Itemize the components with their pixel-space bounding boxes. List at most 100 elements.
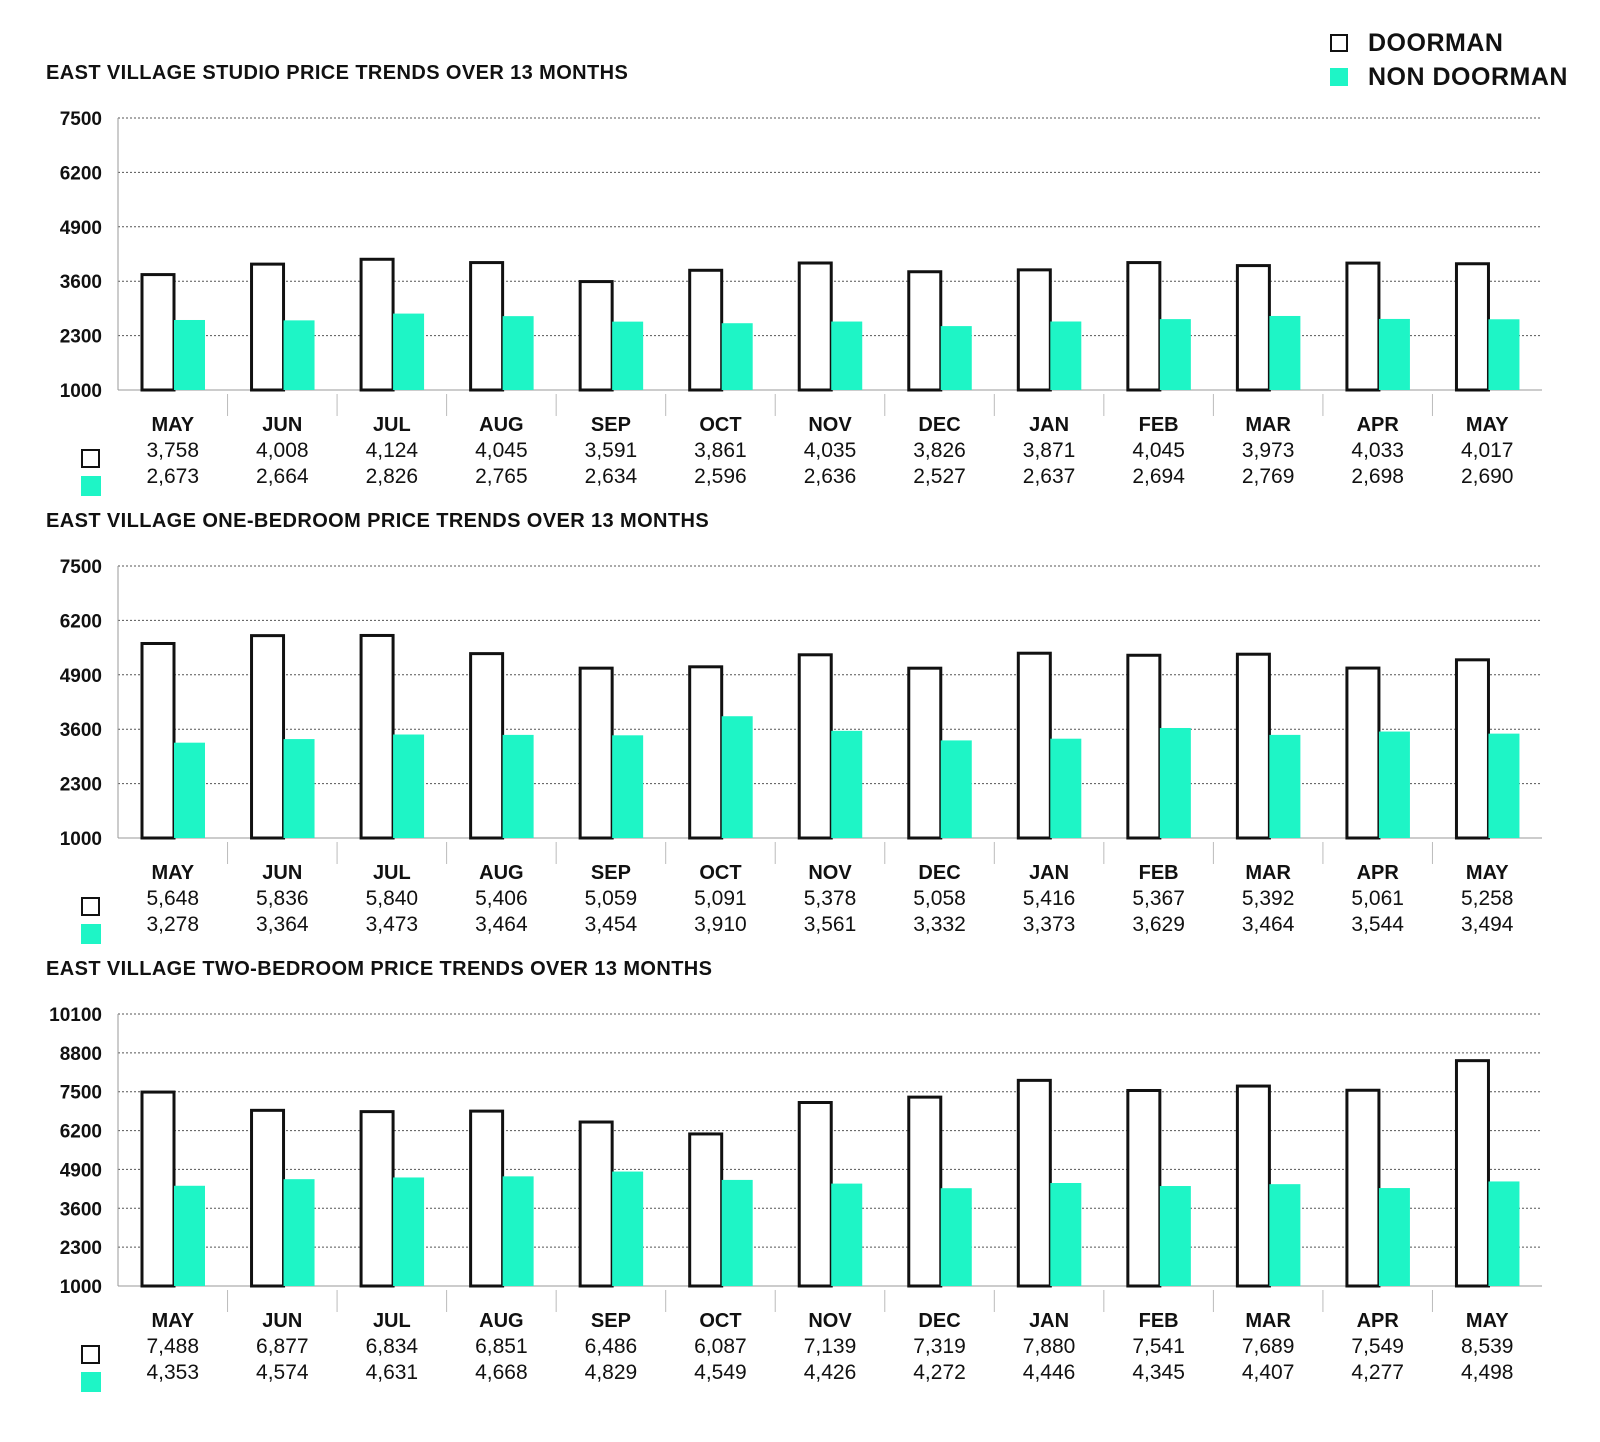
y-tick-label: 2300 [60,775,102,796]
non-doorman-bar [1378,1188,1410,1286]
non-doorman-data-label: 2,527 [913,465,966,488]
doorman-bar [1235,264,1271,392]
month-label: JAN [1029,862,1069,884]
month-label: JUN [262,862,302,884]
non-doorman-bar [1488,319,1520,390]
non-doorman-bar [283,1179,315,1286]
doorman-bar [250,634,286,840]
legend-item-non-doorman: NON DOORMAN [1330,60,1568,94]
non-doorman-bar [1050,1182,1082,1286]
doorman-bar [797,261,833,392]
non-doorman-data-label: 3,910 [694,913,747,936]
non-doorman-bar [1269,315,1301,390]
non-doorman-bar [1159,1186,1191,1286]
month-label: APR [1357,414,1400,436]
non-doorman-data-label: 3,454 [585,913,638,936]
non-doorman-data-label: 2,637 [1023,465,1076,488]
month-label: JAN [1029,1310,1069,1332]
chart-title: EAST VILLAGE STUDIO PRICE TRENDS OVER 13… [46,62,629,84]
doorman-bar [250,1108,286,1288]
month-label: MAY [1466,862,1509,884]
doorman-bar [359,633,395,840]
two-bedroom-chart-plot: 1000 2300 3600 4900 6200 7500 8800 10100 MAY 7,48… [49,1005,1542,1392]
non-doorman-row-key-icon [81,476,101,496]
doorman-data-label: 4,035 [804,439,857,462]
month-label: JUN [262,1310,302,1332]
y-tick-label: 1000 [60,829,102,850]
non-doorman-bar [612,1171,644,1286]
month-label: FEB [1139,1310,1179,1332]
month-label: APR [1357,1310,1400,1332]
month-label: NOV [808,1310,852,1332]
month-label: AUG [479,1310,523,1332]
non-doorman-bar [1378,318,1410,390]
doorman-data-label: 7,880 [1023,1335,1076,1358]
non-doorman-row-key-icon [81,924,101,944]
non-doorman-data-label: 2,596 [694,465,747,488]
non-doorman-bar [940,1188,972,1286]
month-label: DEC [918,862,960,884]
doorman-bar [1126,261,1162,392]
doorman-data-label: 4,017 [1461,439,1514,462]
legend-label-non-doorman: NON DOORMAN [1368,62,1568,91]
doorman-bar [359,257,395,392]
non-doorman-data-label: 3,629 [1132,913,1185,936]
doorman-data-label: 5,840 [366,887,419,910]
non-doorman-data-label: 4,631 [366,1361,419,1384]
month-label: MAY [151,414,194,436]
doorman-data-label: 6,486 [585,1335,638,1358]
non-doorman-data-label: 3,373 [1023,913,1076,936]
month-label: AUG [479,862,523,884]
month-label: FEB [1139,862,1179,884]
non-doorman-bar [174,1185,205,1286]
doorman-data-label: 6,834 [366,1335,419,1358]
doorman-bar [140,273,176,392]
doorman-bar [1345,1088,1381,1288]
doorman-row-key-icon [81,449,100,468]
non-doorman-data-label: 4,345 [1132,1361,1185,1384]
non-doorman-bar [393,734,425,838]
non-doorman-bar [831,1183,863,1286]
doorman-bar [907,666,943,840]
doorman-bar [359,1110,395,1288]
y-tick-label: 3600 [60,272,102,293]
non-doorman-bar [1159,727,1191,838]
doorman-bar [1454,1059,1490,1288]
doorman-data-label: 5,836 [256,887,309,910]
y-tick-label: 3600 [60,1199,102,1220]
non-doorman-bar [174,742,205,838]
non-doorman-bar [283,739,315,838]
non-doorman-bar [612,321,644,390]
non-doorman-bar [502,316,534,390]
non-doorman-swatch-icon [1330,68,1348,86]
y-tick-label: 4900 [60,218,102,239]
studio-chart: EAST VILLAGE STUDIO PRICE TRENDS OVER 13… [0,62,1600,506]
doorman-bar [907,270,943,392]
doorman-bar [1016,268,1052,392]
doorman-data-label: 6,851 [475,1335,528,1358]
doorman-data-label: 6,087 [694,1335,747,1358]
doorman-row-key-icon [81,1345,100,1364]
doorman-data-label: 5,367 [1132,887,1185,910]
non-doorman-bar [721,1179,753,1286]
chart-title: EAST VILLAGE TWO-BEDROOM PRICE TRENDS OV… [46,958,713,980]
non-doorman-data-label: 3,464 [475,913,528,936]
y-tick-label: 7500 [60,557,102,578]
doorman-swatch-icon [1330,34,1348,52]
non-doorman-bar [393,1177,425,1286]
month-label: JUL [373,414,411,436]
doorman-data-label: 5,416 [1023,887,1076,910]
doorman-data-label: 7,549 [1351,1335,1404,1358]
non-doorman-bar [831,321,863,390]
y-tick-label: 1000 [60,1277,102,1298]
doorman-data-label: 5,648 [146,887,199,910]
month-label: OCT [699,862,741,884]
doorman-bar [140,641,176,840]
non-doorman-bar [1269,1184,1301,1286]
non-doorman-bar [721,323,753,390]
non-doorman-bar [940,740,972,838]
non-doorman-data-label: 4,574 [256,1361,309,1384]
y-tick-label: 1000 [60,381,102,402]
non-doorman-row-key-icon [81,1372,101,1392]
y-tick-label: 4900 [60,666,102,687]
